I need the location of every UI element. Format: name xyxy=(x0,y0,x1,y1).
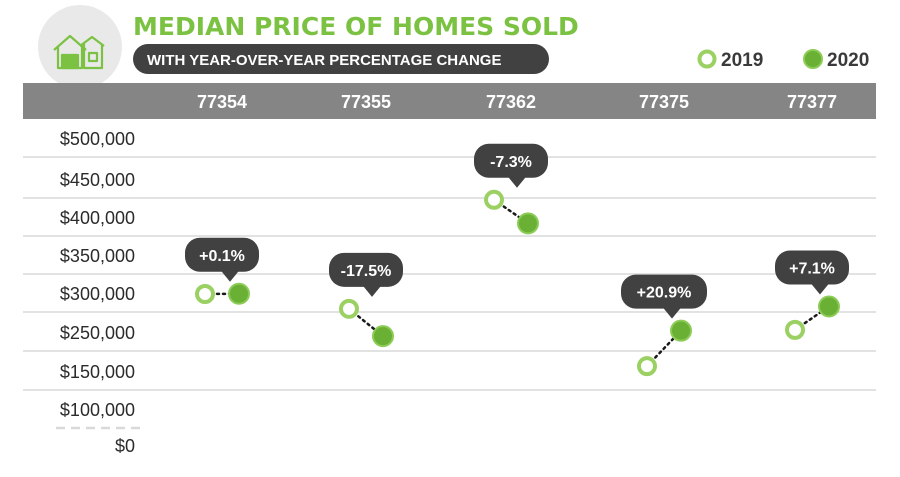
bubble-body xyxy=(474,143,548,178)
bubble-body xyxy=(329,252,403,287)
y-tick-label: $450,000 xyxy=(60,170,135,190)
marker-2019-77375 xyxy=(637,356,657,377)
y-tick-label: $400,000 xyxy=(60,208,135,228)
y-tick-label: $300,000 xyxy=(60,284,135,304)
bubble-body xyxy=(185,237,259,272)
category-label-77355: 77355 xyxy=(341,92,391,112)
bubble-pointer xyxy=(663,307,681,319)
marker-2019-77362 xyxy=(484,189,504,210)
legend: 2019 2020 xyxy=(697,49,869,71)
category-label-77362: 77362 xyxy=(486,92,536,112)
change-bubble-77362: -7.3% xyxy=(474,143,548,188)
change-bubble-77375: +20.9% xyxy=(621,274,707,319)
y-tick-label: $150,000 xyxy=(60,362,135,382)
change-bubble-77354: +0.1% xyxy=(185,237,259,282)
chart-subtitle: WITH YEAR-OVER-YEAR PERCENTAGE CHANGE xyxy=(147,52,501,69)
change-bubble-77377: +7.1% xyxy=(775,250,849,295)
change-label-77355: -17.5% xyxy=(341,263,392,280)
change-bubble-77355: -17.5% xyxy=(329,252,403,297)
category-header-band xyxy=(23,83,876,119)
marker-2020-77362 xyxy=(517,212,539,235)
change-label-77377: +7.1% xyxy=(789,260,835,277)
marker-2019-77355 xyxy=(339,298,359,319)
legend-label-2019: 2019 xyxy=(721,50,763,71)
y-tick-label: $250,000 xyxy=(60,323,135,343)
bubble-pointer xyxy=(221,270,239,282)
y-tick-label: $0 xyxy=(115,436,135,456)
marker-2019-77354 xyxy=(195,284,215,304)
change-label-77354: +0.1% xyxy=(199,248,245,265)
marker-2019-77377 xyxy=(785,319,805,340)
change-label-77375: +20.9% xyxy=(637,285,692,302)
legend-marker-2019 xyxy=(697,49,717,69)
chart-title: MEDIAN PRICE OF HOMES SOLD xyxy=(133,12,579,41)
marker-2020-77354 xyxy=(228,282,250,305)
bubble-pointer xyxy=(363,285,381,297)
window xyxy=(87,51,99,63)
category-label-77377: 77377 xyxy=(787,92,837,112)
house-garage-icon xyxy=(38,5,122,89)
bubble-body xyxy=(621,274,707,309)
bubble-pointer xyxy=(508,176,526,188)
y-tick-label: $500,000 xyxy=(60,129,135,149)
legend-label-2020: 2020 xyxy=(827,50,869,71)
y-tick-label: $100,000 xyxy=(60,400,135,420)
category-label-77354: 77354 xyxy=(197,92,247,112)
category-label-77375: 77375 xyxy=(639,92,689,112)
bubble-body xyxy=(775,250,849,285)
subtitle-pill xyxy=(133,44,549,74)
legend-marker-2020 xyxy=(803,49,823,69)
marker-2020-77377 xyxy=(818,295,840,318)
garage-outline xyxy=(79,35,105,70)
y-tick-label: $350,000 xyxy=(60,246,135,266)
change-label-77362: -7.3% xyxy=(490,154,532,171)
marker-2020-77375 xyxy=(670,319,692,342)
bubble-pointer xyxy=(811,283,829,295)
garage-door xyxy=(60,53,80,70)
marker-2020-77355 xyxy=(372,325,394,348)
